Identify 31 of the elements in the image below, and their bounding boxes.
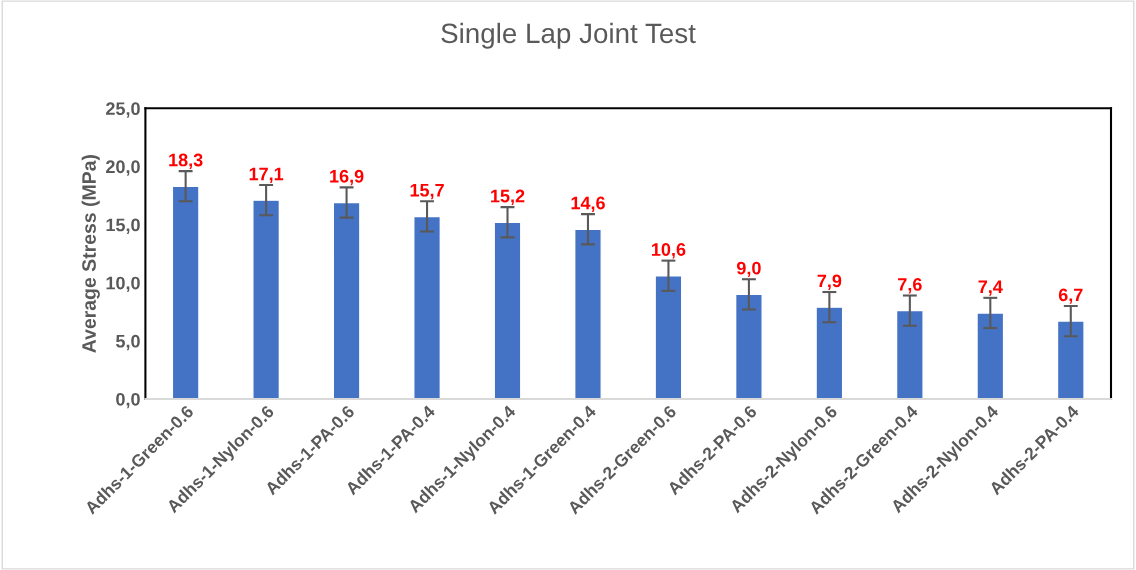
bar bbox=[734, 293, 763, 399]
bar bbox=[895, 309, 924, 399]
y-tick-label: 5,0 bbox=[116, 334, 140, 351]
data-label: 9,0 bbox=[736, 261, 761, 278]
y-tick-label: 20,0 bbox=[106, 160, 140, 176]
bar bbox=[171, 185, 200, 399]
data-label: 7,4 bbox=[978, 280, 1003, 296]
bar bbox=[976, 312, 1005, 399]
data-label: 14,6 bbox=[571, 196, 605, 212]
bar bbox=[413, 215, 442, 399]
data-label: 7,9 bbox=[817, 274, 842, 290]
bar bbox=[493, 221, 522, 399]
data-label: 10,6 bbox=[652, 243, 686, 259]
bar bbox=[815, 306, 844, 399]
bar bbox=[332, 201, 361, 399]
y-tick-label: 25,0 bbox=[106, 102, 140, 118]
data-label: 17,1 bbox=[249, 167, 284, 183]
bar bbox=[654, 275, 683, 399]
bar bbox=[252, 199, 281, 399]
data-label: 15,7 bbox=[410, 183, 444, 200]
bar bbox=[574, 228, 602, 399]
data-label: 18,3 bbox=[169, 153, 203, 169]
y-tick-label: 15,0 bbox=[106, 218, 140, 234]
data-label: 16,9 bbox=[330, 169, 364, 186]
data-label: 6,7 bbox=[1058, 288, 1083, 304]
bar bbox=[1056, 320, 1085, 399]
data-label: 7,6 bbox=[898, 277, 922, 294]
y-tick-label: 10,0 bbox=[106, 276, 140, 293]
chart-title: Single Lap Joint Test bbox=[441, 22, 696, 49]
data-label: 15,2 bbox=[491, 189, 525, 206]
y-axis-title: Average Stress (MPa) bbox=[81, 155, 100, 353]
